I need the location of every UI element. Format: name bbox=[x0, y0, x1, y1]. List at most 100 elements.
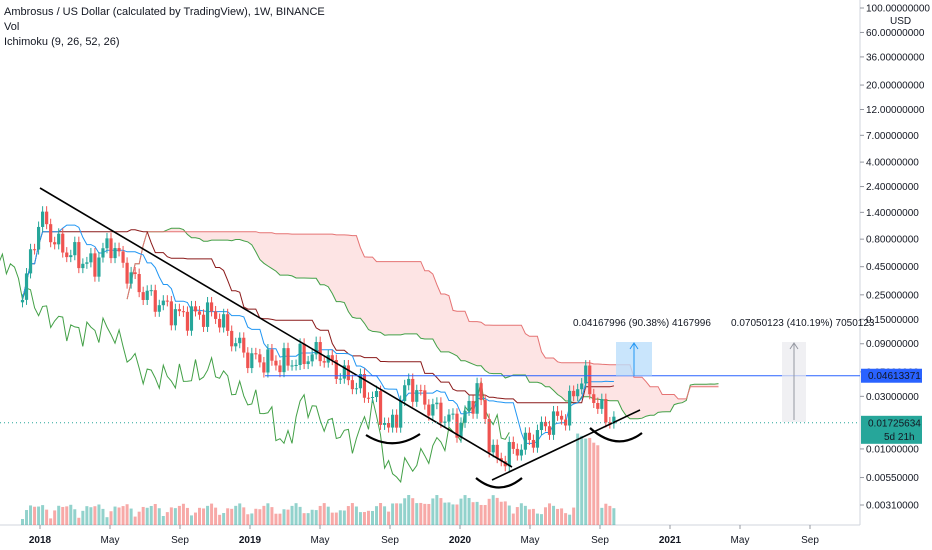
candle bbox=[318, 342, 322, 362]
candle bbox=[278, 365, 282, 373]
candle bbox=[57, 233, 61, 245]
volume-bar bbox=[165, 512, 169, 525]
y-tick-label: 0.80000000 bbox=[866, 235, 919, 246]
volume-bar bbox=[395, 503, 399, 525]
chart-legend: Ambrosus / US Dollar (calculated by Trad… bbox=[4, 5, 325, 50]
candle bbox=[145, 290, 149, 300]
candle bbox=[523, 432, 527, 450]
candle bbox=[322, 361, 326, 363]
price-badge-label: 0.01725634 bbox=[868, 418, 921, 429]
candle bbox=[214, 311, 218, 319]
volume-bar bbox=[81, 510, 85, 525]
candle bbox=[559, 415, 564, 420]
volume-bar bbox=[580, 435, 584, 525]
candle bbox=[181, 311, 186, 313]
candle bbox=[378, 391, 383, 425]
volume-bar bbox=[507, 505, 511, 525]
candle bbox=[24, 273, 29, 300]
candle bbox=[604, 399, 608, 423]
candle bbox=[165, 300, 169, 302]
volume-bar bbox=[290, 505, 294, 525]
candle bbox=[101, 248, 105, 258]
volume-bar bbox=[419, 502, 423, 525]
candle bbox=[298, 343, 302, 365]
candle bbox=[479, 383, 483, 401]
candle bbox=[407, 378, 411, 386]
volume-bar bbox=[407, 495, 411, 525]
volume-bar bbox=[584, 438, 588, 525]
candle bbox=[330, 355, 334, 361]
y-tick-label: 100.00000000 bbox=[866, 4, 930, 15]
measure-label-2: 0.07050123 (410.19%) 7050123 bbox=[731, 318, 875, 329]
candle bbox=[222, 314, 226, 328]
volume-bar bbox=[608, 505, 612, 525]
volume-bar bbox=[427, 503, 431, 525]
candle bbox=[302, 343, 306, 365]
candle bbox=[129, 272, 133, 284]
candle bbox=[403, 385, 407, 401]
volume-bar bbox=[560, 508, 564, 525]
y-tick-label: 20.00000000 bbox=[866, 81, 925, 92]
volume-bar bbox=[342, 510, 346, 525]
volume-bar bbox=[157, 508, 161, 525]
volume-bar bbox=[411, 498, 415, 525]
candle bbox=[141, 292, 145, 300]
volume-bar bbox=[206, 505, 210, 525]
volume-bar bbox=[214, 507, 218, 525]
volume-bar bbox=[113, 506, 117, 525]
volume-bar bbox=[511, 513, 515, 525]
measure-arrowhead-2 bbox=[789, 342, 799, 350]
x-tick-label: Sep bbox=[591, 535, 609, 546]
volume-bar bbox=[97, 504, 101, 525]
candle bbox=[411, 378, 415, 402]
volume-bar bbox=[230, 508, 234, 525]
candle bbox=[399, 400, 403, 428]
volume-bar bbox=[282, 509, 286, 525]
legend-ichimoku: Ichimoku (9, 26, 52, 26) bbox=[4, 36, 120, 48]
candle bbox=[77, 242, 81, 269]
candle bbox=[173, 309, 177, 326]
y-tick-label: 0.45000000 bbox=[866, 262, 919, 273]
candle bbox=[527, 432, 531, 440]
countdown-label: 5d 21h bbox=[884, 432, 915, 443]
volume-bar bbox=[57, 505, 61, 525]
volume-bar bbox=[451, 504, 455, 525]
measure-arrowhead-1 bbox=[629, 342, 639, 350]
volume-bar bbox=[531, 508, 535, 525]
volume-bar bbox=[387, 511, 391, 525]
volume-bar bbox=[210, 503, 214, 525]
volume-bar bbox=[37, 506, 41, 525]
volume-bar bbox=[202, 508, 206, 525]
y-tick-label: 0.15000000 bbox=[866, 315, 919, 326]
candle bbox=[209, 302, 214, 312]
volume-bar bbox=[77, 517, 81, 525]
y-tick-label: 0.00550000 bbox=[866, 473, 919, 484]
candle bbox=[467, 400, 471, 411]
x-tick-label: Sep bbox=[171, 535, 189, 546]
right-shoulder-arc bbox=[589, 427, 643, 443]
candle bbox=[435, 402, 439, 405]
volume-bar bbox=[181, 503, 185, 525]
candle bbox=[334, 360, 338, 379]
volume-bar bbox=[314, 510, 318, 525]
candle bbox=[226, 314, 230, 331]
x-tick-label: 2018 bbox=[29, 535, 52, 546]
candle bbox=[189, 306, 194, 331]
volume-bar bbox=[169, 507, 173, 525]
downtrend-line bbox=[39, 187, 513, 468]
volume-bar bbox=[173, 508, 177, 525]
candle bbox=[564, 419, 568, 426]
volume-bar bbox=[250, 513, 254, 525]
volume-bar bbox=[330, 512, 334, 525]
candle bbox=[69, 255, 73, 258]
volume-bar bbox=[69, 504, 73, 525]
candle bbox=[161, 300, 165, 306]
candle bbox=[391, 414, 395, 428]
candle bbox=[443, 421, 447, 423]
candle bbox=[382, 422, 387, 425]
candle bbox=[286, 348, 290, 366]
candle bbox=[374, 391, 379, 398]
volume-bar bbox=[318, 505, 322, 525]
